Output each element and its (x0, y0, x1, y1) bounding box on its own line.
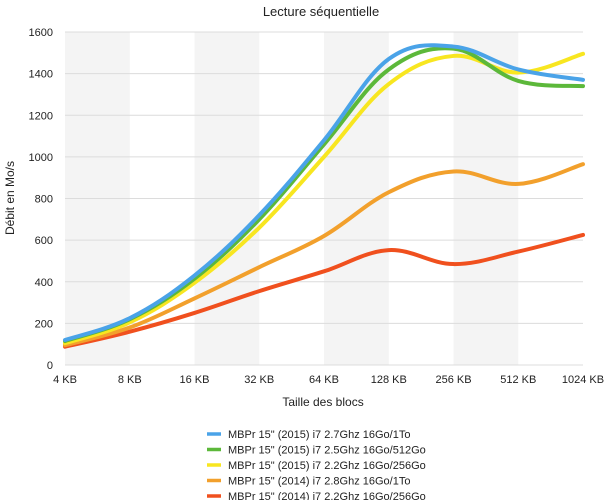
x-tick-label: 512 KB (500, 374, 536, 386)
legend-label: MBPr 15" (2015) i7 2.7Ghz 16Go/1To (228, 429, 410, 441)
legend: MBPr 15" (2015) i7 2.7Ghz 16Go/1To MBPr 1… (207, 429, 426, 500)
x-tick-label: 16 KB (180, 374, 210, 386)
x-tick-label: 256 KB (435, 374, 471, 386)
y-tick-label: 800 (35, 194, 53, 206)
y-tick-label: 600 (35, 235, 53, 247)
x-tick-label: 64 KB (309, 374, 339, 386)
y-axis-label: Débit en Mo/s (3, 161, 17, 235)
y-tick-label: 0 (47, 360, 53, 372)
y-tick-label: 1600 (29, 27, 53, 39)
y-axis-ticks: 0 200 400 600 800 1000 1200 1400 1600 (29, 27, 53, 372)
x-tick-label: 8 KB (118, 374, 142, 386)
x-tick-label: 32 KB (244, 374, 274, 386)
x-axis-ticks: 4 KB 8 KB 16 KB 32 KB 64 KB 128 KB 256 KB 512 K… (53, 374, 604, 386)
legend-label: MBPr 15" (2014) i7 2.8Ghz 16Go/1To (228, 476, 410, 488)
series-line-4 (63, 162, 585, 348)
series-line-1 (63, 43, 585, 343)
y-tick-label: 200 (35, 318, 53, 330)
y-tick-label: 1400 (29, 69, 53, 81)
legend-label: MBPr 15" (2015) i7 2.5Ghz 16Go/512Go (228, 445, 426, 457)
x-tick-label: 1024 KB (562, 374, 604, 386)
x-tick-label: 4 KB (53, 374, 77, 386)
legend-label: MBPr 15" (2015) i7 2.2Ghz 16Go/256Go (228, 460, 426, 472)
x-tick-label: 128 KB (371, 374, 407, 386)
y-tick-label: 400 (35, 277, 53, 289)
y-tick-label: 1200 (29, 110, 53, 122)
y-tick-label: 1000 (29, 152, 53, 164)
series-lines (63, 43, 585, 349)
x-axis-label: Taille des blocs (282, 395, 363, 409)
legend-label: MBPr 15" (2014) i7 2.2Ghz 16Go/256Go (228, 491, 426, 500)
series-line-5 (63, 232, 585, 349)
chart-title: Lecture séquentielle (263, 4, 379, 19)
